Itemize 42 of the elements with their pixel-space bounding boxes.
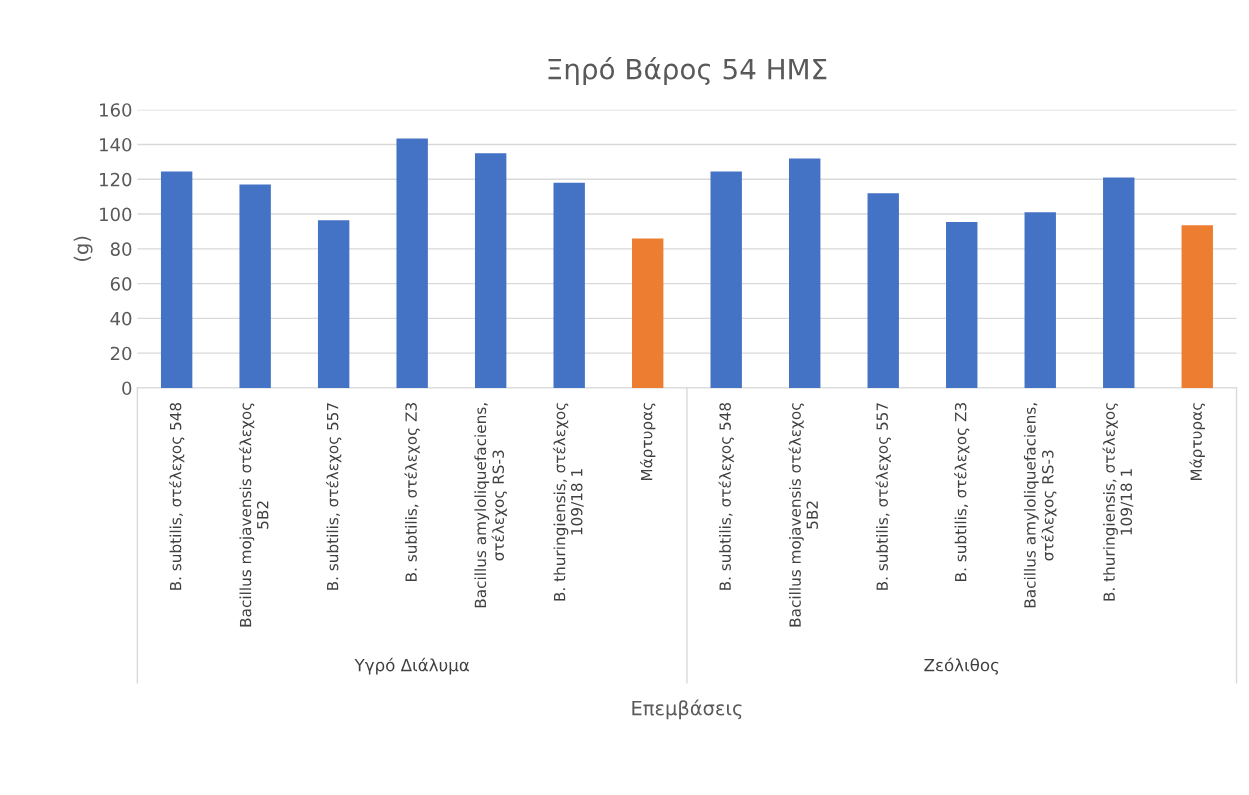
bar: [239, 184, 271, 388]
y-tick-label: 160: [100, 103, 132, 117]
bar: [946, 221, 978, 388]
text: Ζεόλιθος: [924, 657, 999, 675]
x-tick-label: B. thuringiensis, στέλεχος 109/18 1: [1102, 403, 1134, 601]
y-tick-label: 0: [122, 381, 132, 396]
y-tick-label: 40: [110, 311, 132, 326]
text: Υγρό Διάλυμα: [354, 657, 469, 675]
x-tick-label: Μάρτυρας: [1189, 403, 1205, 481]
x-tick-label: B. thuringiensis, στέλεχος 109/18 1: [552, 403, 584, 601]
chart-title: Ξηρό Βάρος 54 ΗΜΣ: [548, 56, 827, 85]
y-tick-label: 20: [110, 346, 132, 361]
x-axis-title: Επεμβάσεις: [632, 699, 742, 720]
bar: [631, 238, 664, 388]
bar: [867, 193, 899, 388]
y-tick-label: 120: [100, 172, 132, 187]
bar: [474, 153, 507, 388]
y-tick-label: 80: [110, 242, 132, 256]
bar: [789, 158, 821, 388]
x-tick-label: Bacillus amyloliquefaciens, στέλεχος RS-3: [474, 403, 508, 608]
y-tick-label: 140: [100, 137, 132, 152]
x-tick-label: B. subtilis, στέλεχος 557: [875, 403, 891, 590]
x-tick-label: Bacillus amyloliquefaciens, στέλεχος RS-3: [1023, 403, 1057, 608]
bar: [1024, 212, 1056, 388]
bar: [710, 171, 742, 388]
x-tick-label: Bacillus mojavensis στέλεχος 5B2: [238, 403, 269, 627]
y-tick-label: 100: [100, 207, 132, 222]
x-tick-label: B. subtilis, στέλεχος Z3: [954, 403, 970, 581]
x-tick-label: Bacillus mojavensis στέλεχος 5B2: [788, 403, 819, 627]
x-tick-label: B. subtilis, στέλεχος 548: [168, 402, 185, 590]
x-tick-label: Μάρτυρας: [639, 403, 656, 481]
bar: [160, 171, 193, 388]
x-tick-label: B. subtilis, στέλεχος 548: [718, 402, 734, 590]
bar: [396, 138, 428, 388]
bar: [1181, 225, 1213, 388]
y-axis-title: (g): [73, 236, 93, 261]
bar: [317, 220, 350, 388]
x-tick-label: B. subtilis, στέλεχος Z3: [404, 403, 420, 581]
bar: [553, 182, 585, 388]
y-tick-label: 60: [110, 277, 132, 291]
bar: [1103, 177, 1135, 388]
x-tick-label: B. subtilis, στέλεχος 557: [325, 403, 342, 590]
